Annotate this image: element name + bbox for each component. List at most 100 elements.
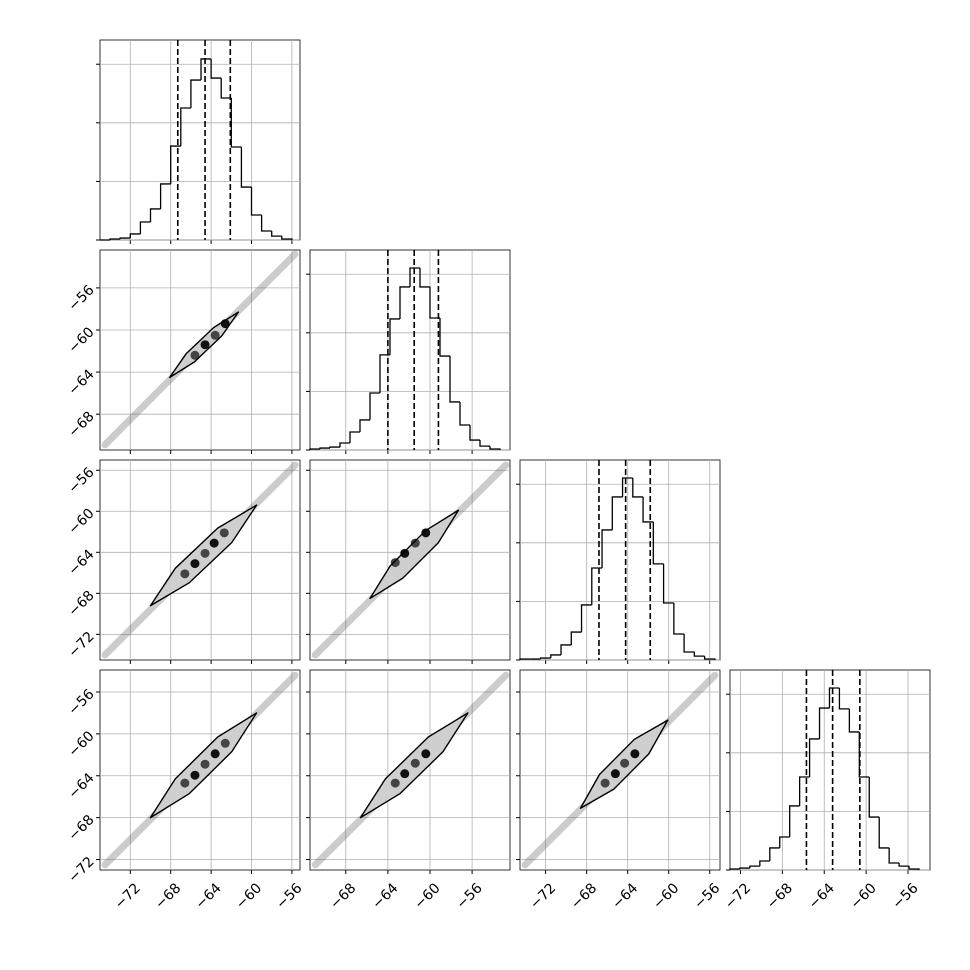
histogram-step xyxy=(119,237,131,240)
histogram-step xyxy=(230,98,242,148)
histogram-step xyxy=(818,707,830,739)
histogram-step xyxy=(210,58,222,79)
x-tick-label: −72 xyxy=(722,880,754,912)
density-dot xyxy=(390,778,400,788)
histogram-step xyxy=(652,521,664,565)
y-tick-label: −56 xyxy=(65,282,97,314)
histogram-step xyxy=(250,187,262,216)
histogram-step xyxy=(769,847,780,862)
histogram-step xyxy=(703,656,716,660)
contour xyxy=(149,712,258,819)
density-dot xyxy=(400,548,410,558)
histogram-step xyxy=(349,431,360,443)
contour xyxy=(359,712,469,819)
histogram-step xyxy=(642,496,654,523)
histogram-step xyxy=(828,687,840,709)
histogram-step xyxy=(429,286,440,319)
histogram-step xyxy=(868,777,880,818)
density-dot xyxy=(200,548,210,558)
y-tick-label: −72 xyxy=(65,629,97,661)
histogram-step xyxy=(220,78,232,99)
histogram-step xyxy=(662,563,674,604)
x-tick-label: −64 xyxy=(806,880,838,912)
density-dot xyxy=(180,569,190,579)
density-fill xyxy=(370,510,459,599)
x-tick-label: −56 xyxy=(889,880,921,912)
y-tick-label: −68 xyxy=(65,409,97,441)
histogram-step xyxy=(399,286,410,319)
histogram-step xyxy=(632,477,644,498)
density-dot xyxy=(390,558,400,568)
y-tick-label: −72 xyxy=(65,854,97,886)
histogram-step xyxy=(379,354,390,393)
x-tick-label: −64 xyxy=(369,880,401,912)
histogram-step xyxy=(749,865,760,869)
density-dot xyxy=(600,778,610,788)
histogram-step xyxy=(449,356,460,403)
x-tick-label: −56 xyxy=(454,880,486,912)
density-dot xyxy=(421,528,431,538)
histogram-step xyxy=(339,442,350,448)
x-tick-label: −60 xyxy=(650,880,682,912)
y-tick-label: −60 xyxy=(65,324,97,356)
contour xyxy=(369,509,460,600)
histogram-step xyxy=(329,446,340,449)
histogram-step xyxy=(683,634,695,653)
x-tick-label: −64 xyxy=(609,880,641,912)
density-dot xyxy=(219,528,229,538)
histogram-step xyxy=(673,602,685,635)
panel-frame xyxy=(519,669,721,871)
histogram-step xyxy=(260,215,272,232)
y-tick-label: −56 xyxy=(65,686,97,718)
histogram-step xyxy=(419,267,430,288)
density-dot xyxy=(421,749,431,759)
panel-frame xyxy=(99,249,301,451)
y-tick-label: −68 xyxy=(65,588,97,620)
density-dot xyxy=(190,350,200,360)
histogram-step xyxy=(838,687,850,710)
histogram-step xyxy=(129,233,141,239)
histogram-step xyxy=(519,658,531,660)
histogram-step xyxy=(180,107,191,147)
density-dot xyxy=(400,769,410,779)
x-tick-label: −56 xyxy=(691,880,723,912)
x-tick-label: −68 xyxy=(327,880,359,912)
histogram-step xyxy=(359,419,370,433)
histogram-step xyxy=(439,317,450,357)
histogram-step xyxy=(888,847,900,864)
y-tick-label: −64 xyxy=(65,547,97,579)
histogram-step xyxy=(319,447,330,450)
histogram-step xyxy=(309,448,320,450)
histogram-step xyxy=(908,866,920,870)
histogram-step xyxy=(149,208,161,223)
contour xyxy=(168,311,240,379)
histogram-step xyxy=(779,836,790,848)
density-dot xyxy=(610,769,620,779)
panel-frame xyxy=(99,669,301,871)
density-dot xyxy=(200,759,210,769)
histogram-step xyxy=(550,654,562,659)
density-dot xyxy=(410,538,420,548)
histogram-step xyxy=(848,708,860,733)
x-tick-label: −56 xyxy=(273,880,305,912)
x-tick-label: −60 xyxy=(233,880,265,912)
histogram-step xyxy=(789,805,800,837)
histogram-step xyxy=(580,604,592,633)
histogram-step xyxy=(878,817,890,849)
histogram-step xyxy=(591,567,603,605)
histogram-step xyxy=(611,496,623,530)
density-dot xyxy=(180,778,190,788)
histogram-step xyxy=(369,392,380,420)
histogram-step xyxy=(190,79,202,108)
x-tick-label: −68 xyxy=(568,880,600,912)
density-dot xyxy=(200,340,210,350)
histogram-step xyxy=(601,529,613,569)
y-tick-label: −60 xyxy=(65,506,97,538)
x-tick-label: −68 xyxy=(152,880,184,912)
histogram-step xyxy=(560,644,572,655)
panel-frame xyxy=(519,459,721,661)
histogram-step xyxy=(808,738,820,778)
histogram-step xyxy=(459,401,470,426)
panel-frame xyxy=(309,669,511,871)
